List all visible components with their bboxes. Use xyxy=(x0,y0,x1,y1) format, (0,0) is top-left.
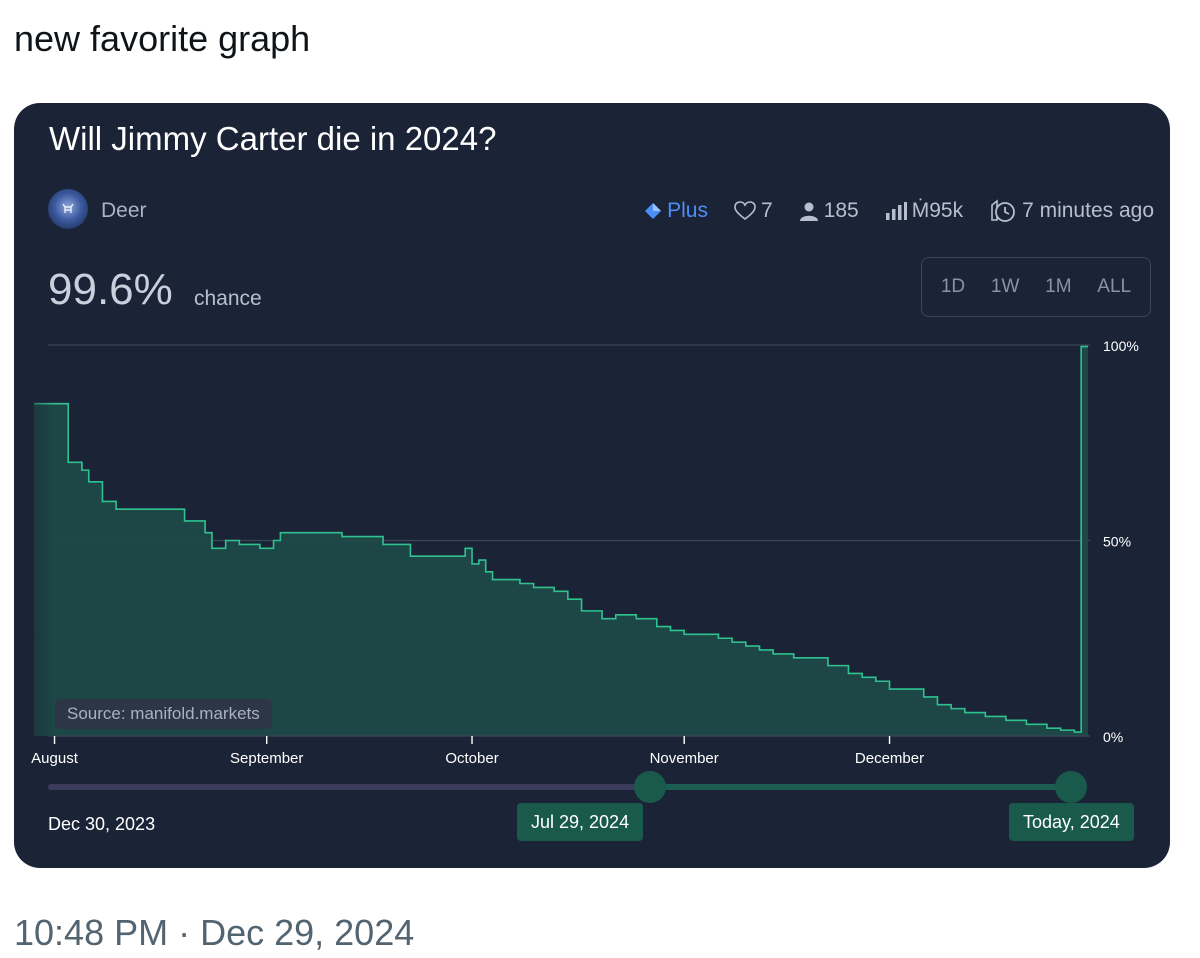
deer-icon xyxy=(62,203,74,213)
plus-badge[interactable]: Plus xyxy=(644,199,708,223)
probability-area xyxy=(34,346,1088,736)
volume[interactable]: Ṁ95k xyxy=(885,199,963,223)
tweet-timestamp: 10:48 PM · Dec 29, 2024 xyxy=(14,912,415,953)
clock-icon xyxy=(991,199,1015,222)
range-start-date: Dec 30, 2023 xyxy=(48,814,156,834)
left-handle-date: Jul 29, 2024 xyxy=(517,803,644,841)
avatar[interactable] xyxy=(48,189,88,229)
traders-count: 185 xyxy=(823,199,859,222)
market-meta: Plus 7 185 Ṁ95k xyxy=(618,197,1154,225)
tab-all[interactable]: ALL xyxy=(1097,276,1132,297)
time-range-tabs: 1D 1W 1M ALL xyxy=(921,257,1151,317)
tab-1m[interactable]: 1M xyxy=(1045,276,1072,297)
x-tick-label: September xyxy=(230,750,303,767)
tab-1d[interactable]: 1D xyxy=(940,276,966,297)
y-tick-label: 0% xyxy=(1103,729,1123,745)
y-tick-label: 100% xyxy=(1103,338,1139,354)
probability-chart[interactable]: 100% 50% 0% August September October November D… xyxy=(14,103,1170,783)
user-icon xyxy=(799,202,818,221)
x-tick-label: November xyxy=(650,750,719,767)
tab-1w[interactable]: 1W xyxy=(990,276,1020,297)
range-slider-track[interactable] xyxy=(48,784,1082,790)
last-updated: 7 minutes ago xyxy=(989,199,1154,223)
likes-count: 7 xyxy=(760,199,773,222)
right-handle-date: Today, 2024 xyxy=(1009,803,1134,841)
probability-value: 99.6% xyxy=(48,265,173,314)
source-badge: Source: manifold.markets xyxy=(55,699,272,729)
market-title[interactable]: Will Jimmy Carter die in 2024? xyxy=(49,120,497,157)
probability-label: chance xyxy=(194,287,262,310)
range-slider-fill xyxy=(634,784,1071,790)
author-name[interactable]: Deer xyxy=(101,199,147,222)
diamond-icon xyxy=(645,203,662,219)
volume-value: Ṁ95k xyxy=(911,199,964,222)
probability-line xyxy=(34,345,1088,733)
x-tick-label: August xyxy=(31,750,79,767)
left-fade xyxy=(14,403,54,738)
plus-label: Plus xyxy=(667,199,708,222)
slider-handle-left[interactable] xyxy=(634,771,666,803)
bar-chart-icon xyxy=(885,202,907,220)
x-tick-label: October xyxy=(445,750,498,767)
market-card[interactable]: Will Jimmy Carter die in 2024? Deer Plus… xyxy=(14,103,1170,868)
likes[interactable]: 7 xyxy=(734,199,773,223)
heart-icon xyxy=(734,201,756,221)
x-tick-label: December xyxy=(855,750,924,767)
y-tick-label: 50% xyxy=(1103,534,1131,550)
updated-label: 7 minutes ago xyxy=(1022,199,1154,222)
slider-handle-right[interactable] xyxy=(1055,771,1087,803)
traders[interactable]: 185 xyxy=(799,199,859,223)
tweet-text: new favorite graph xyxy=(14,18,311,59)
